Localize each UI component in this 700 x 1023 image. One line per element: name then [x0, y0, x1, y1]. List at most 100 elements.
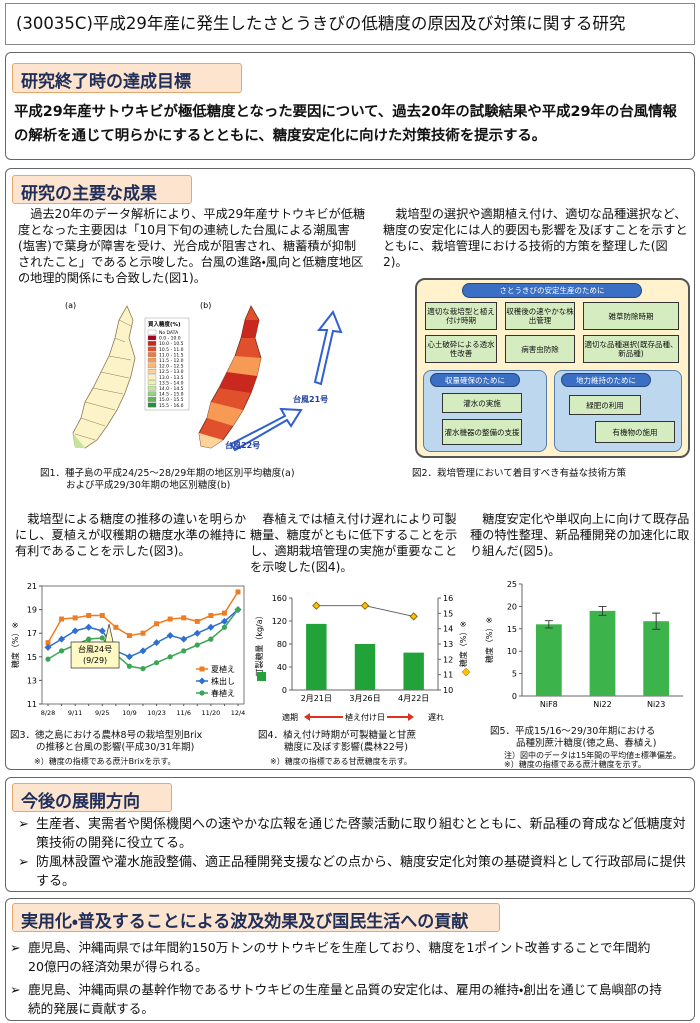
diagram-header: 収量確保のために — [430, 373, 520, 387]
y-tick-label: 21 — [27, 582, 37, 591]
figure-caption: 図2．栽培管理において着目すべき有益な技術方策 — [412, 468, 627, 479]
bar — [535, 624, 562, 696]
x-tick-label: 3月26日 — [349, 694, 380, 703]
legend-swatch — [147, 363, 157, 369]
y-tick-label: 17 — [27, 629, 37, 638]
point — [166, 632, 174, 640]
point — [199, 690, 205, 696]
point — [99, 613, 105, 618]
legend-label: 14.0 - 14.5 — [159, 386, 184, 392]
paragraph: 栽培型による糖度の推移の違いを明らかにし、夏植えが収穫期の糖度水準の維持に有利で… — [15, 512, 247, 558]
annotation: 台風24号 — [78, 644, 112, 654]
y2-tick-label: 12 — [443, 655, 453, 664]
x-tick-label: 12/4 — [231, 709, 246, 717]
point — [167, 616, 173, 622]
annotation-box — [70, 623, 120, 669]
map-label: (a) — [65, 301, 76, 310]
legend-label: 10.5 - 11.0 — [159, 347, 184, 353]
typhoon-arrow — [313, 310, 343, 386]
point — [194, 642, 200, 648]
point — [193, 629, 201, 637]
page-title: (30035C)平成29年産に発生したさとうきびの低糖度の原因及び対策に関する研… — [5, 3, 695, 45]
y-tick-label: 160 — [272, 594, 287, 603]
diagram-box: 心土破砕による透水性改善 — [425, 335, 497, 363]
error-bar — [598, 605, 607, 616]
point — [220, 617, 228, 625]
point — [45, 656, 51, 662]
figure-caption: 品種別蔗汁糖度(徳之島、春植え) — [516, 738, 657, 749]
point — [207, 623, 215, 631]
figure-note: 注）図中のデータは15年間の平均値±標準偏差。 — [504, 751, 681, 760]
point — [208, 636, 214, 642]
bar — [354, 644, 376, 690]
y-axis-label: 糖度（%）※ — [10, 622, 20, 668]
point — [44, 643, 52, 651]
point — [194, 618, 200, 624]
figure-caption: 図5．平成15/16～29/30年期における — [490, 726, 656, 737]
figure-3-chart: 11 13 15 17 19 21 8/28 9/11 9/25 10/9 10/23 11/6 11/… — [10, 582, 246, 717]
paragraph: 栽培型の選択や適期植え付け、適切な品種選択など、糖度の安定化には人的要因も影響を… — [383, 207, 688, 269]
point — [312, 601, 321, 610]
y-tick-label: 20 — [507, 602, 517, 611]
legend-swatch — [147, 397, 157, 402]
figure-note: ※）糖度の指標である蔗汁Brixを示す。 — [34, 757, 176, 766]
diagram-box: 有機物の施用 — [595, 421, 675, 443]
point — [45, 640, 51, 646]
legend-title: 買入糖度(%) — [148, 320, 181, 328]
point — [72, 615, 78, 621]
paragraph: 過去20年のデータ解析により、平成29年産サトウキビが低糖度となった主要因は「1… — [18, 207, 366, 285]
point — [86, 613, 92, 618]
legend-swatch — [147, 385, 157, 391]
goal-heading: 研究終了時の達成目標 — [12, 63, 242, 93]
typhoon-label: 台風21号 — [293, 394, 328, 404]
legend-icon — [461, 667, 471, 677]
point — [181, 648, 187, 654]
legend-label: 12.5 - 13.0 — [159, 369, 184, 375]
point — [181, 615, 187, 621]
y-tick-label: 40 — [277, 663, 287, 672]
map-label: (b) — [200, 301, 211, 310]
error-bar — [652, 612, 661, 630]
legend-label: 13.0 - 13.5 — [159, 375, 184, 381]
figure-note: ※）糖度の指標である甘蔗糖度を示す。 — [270, 757, 412, 766]
legend-swatch — [147, 329, 157, 335]
point — [154, 621, 160, 627]
diagram-box: 病害虫防除 — [505, 335, 575, 363]
map-patch — [219, 320, 259, 393]
diagram-box: 雑草防除時期 — [583, 302, 679, 330]
list-item: 鹿児島、沖縄両県の基幹作物であるサトウキビの生産量と品質の安定化は、雇用の維持・… — [6, 980, 666, 1018]
x-axis-note: 遅れ — [428, 712, 444, 722]
y2-tick-label: 16 — [443, 594, 453, 603]
figure-caption: 図3．徳之島における農林8号の栽培型別Brix — [10, 730, 203, 741]
annotation: (9/29) — [83, 656, 107, 665]
legend-label: 株出し — [211, 676, 235, 686]
x-tick-label: NiF8 — [540, 700, 558, 709]
y2-tick-label: 13 — [443, 640, 453, 649]
diagram-box: 適切な栽培型と植え付け時期 — [425, 302, 497, 330]
point — [140, 666, 146, 672]
point — [139, 647, 147, 655]
figure-5-chart: 0 5 10 15 20 25 NiF8 Ni22 Ni23 糖度（%）※ — [484, 580, 683, 709]
legend-swatch — [147, 374, 157, 380]
x-label-bg — [343, 711, 387, 723]
point — [86, 636, 92, 642]
legend-label: 14.5 - 15.0 — [159, 392, 184, 398]
x-tick-label: Ni22 — [593, 700, 611, 709]
point — [140, 630, 146, 636]
legend-swatch — [147, 352, 157, 357]
figure-caption: 糖度に及ぼす影響(農林22号) — [284, 742, 409, 753]
x-tick-label: 9/25 — [95, 709, 110, 717]
diagram-box: 灌水機器の整備の支援 — [442, 419, 522, 445]
x-axis-note: 適期 — [282, 712, 298, 722]
typhoon-label: 台風22号 — [225, 440, 260, 450]
x-tick-label: 10/9 — [122, 709, 137, 717]
legend-label: 0.0 - 10.0 — [159, 336, 181, 342]
x-tick-label: 11/6 — [176, 709, 191, 717]
point — [167, 654, 173, 660]
y-tick-label: 13 — [27, 676, 37, 685]
legend-swatch — [147, 346, 157, 352]
